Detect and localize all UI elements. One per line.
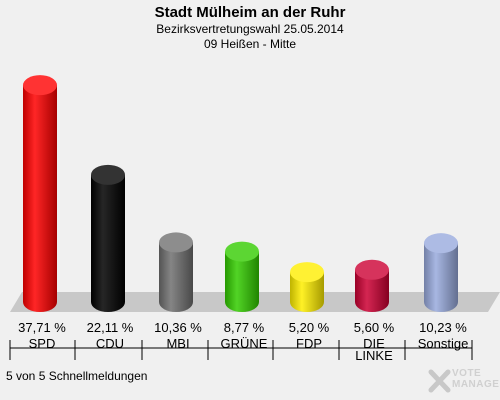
status-text: 5 von 5 Schnellmeldungen [6, 369, 148, 383]
value-labels-group: 37,71 % 22,11 % 10,36 % 8,77 % 5,20 % 5,60 % 1… [18, 320, 467, 335]
category-labels-group: SPD CDU MBI GRÜNE FDP DIE LINKE Sonstige [29, 336, 469, 363]
bar-cdu [91, 164, 125, 312]
category-label: CDU [96, 336, 124, 351]
value-label: 5,60 % [354, 320, 395, 335]
category-label: SPD [29, 336, 56, 351]
category-label: FDP [296, 336, 322, 351]
chart-title: Stadt Mülheim an der Ruhr [154, 4, 346, 21]
logo-line-2: MANAGER [452, 379, 500, 390]
category-label: DIE LINKE [355, 336, 393, 363]
bar-body [23, 85, 57, 312]
bar-body [424, 243, 458, 312]
checkmark-cross-icon [428, 369, 451, 393]
bar-body [159, 242, 193, 312]
x-axis-ticks [9, 340, 473, 360]
bar-body [355, 269, 389, 312]
value-label: 5,20 % [289, 320, 330, 335]
category-label: MBI [166, 336, 189, 351]
value-label: 22,11 % [87, 320, 134, 335]
category-label: GRÜNE [221, 336, 268, 351]
value-label: 10,23 % [419, 320, 467, 335]
bar-grüne [225, 241, 259, 312]
chart-header: Stadt Mülheim an der Ruhr Bezirksvertret… [0, 4, 500, 52]
bar-fdp [290, 262, 324, 312]
bar-body [91, 174, 125, 312]
bar-cap [91, 164, 125, 185]
bar-mbi [159, 232, 193, 312]
category-label: Sonstige [418, 336, 469, 351]
bar-cap [290, 262, 324, 283]
bars-group [23, 75, 458, 312]
chart-subtitle: Bezirksvertretungswahl 25.05.2014 [156, 22, 344, 36]
bar-cap [23, 75, 57, 96]
bar-cap [355, 259, 389, 280]
bar-spd [23, 75, 57, 312]
value-label: 8,77 % [224, 320, 265, 335]
bar-body [290, 272, 324, 312]
bar-body [225, 251, 259, 312]
bar-die-linke [355, 259, 389, 312]
bar-cap [424, 233, 458, 254]
district-label: 09 Heißen - Mitte [203, 37, 297, 51]
bar-cap [159, 232, 193, 253]
vote-manager-logo: VOTE MANAGER [428, 366, 500, 396]
logo-line-1: VOTE [452, 368, 482, 379]
value-label: 37,71 % [18, 320, 66, 335]
value-label: 10,36 % [154, 320, 202, 335]
bar-cap [225, 241, 259, 262]
bar-sonstige [424, 233, 458, 312]
